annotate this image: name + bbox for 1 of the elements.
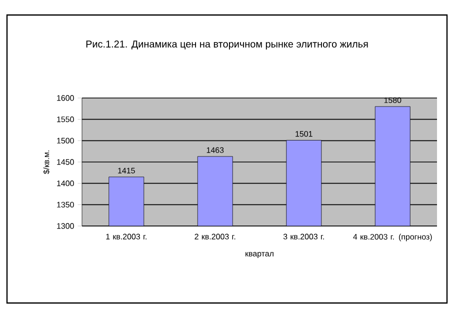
chart-title: Рис.1.21. Динамика цен на вторичном рынке элитного жилья [86,40,368,50]
